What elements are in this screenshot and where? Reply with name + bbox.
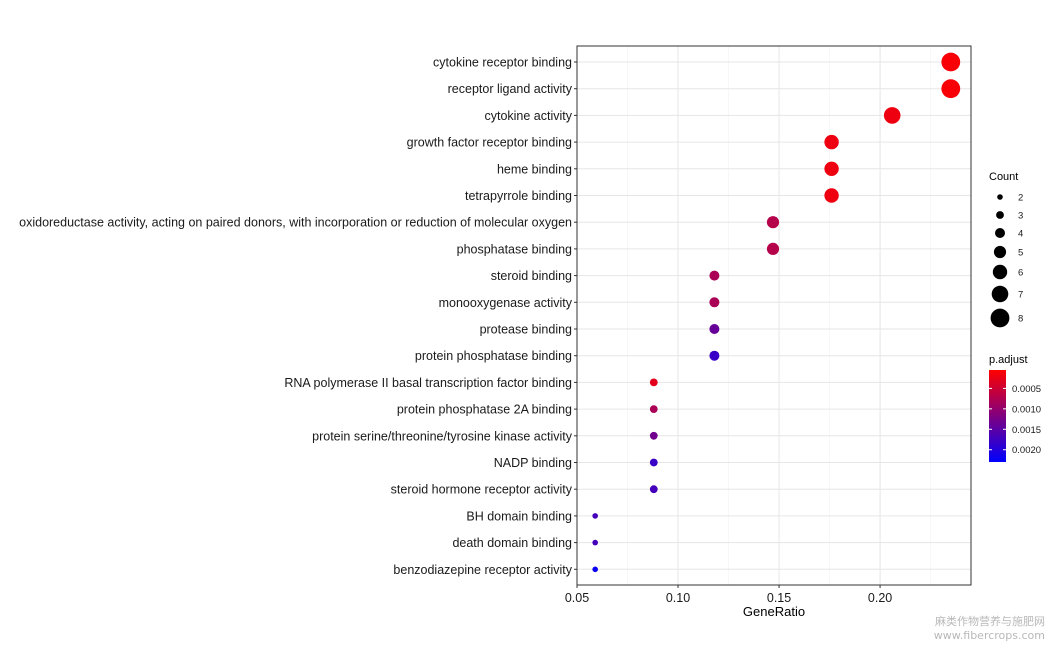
data-point	[883, 107, 901, 124]
legend-count-label: 3	[1018, 211, 1023, 222]
points-layer	[592, 52, 961, 573]
y-tick-label: RNA polymerase II basal transcription fa…	[284, 376, 572, 390]
data-point	[709, 324, 720, 334]
legend-count-label: 7	[1018, 290, 1023, 301]
y-axis-labels: cytokine receptor binding receptor ligand…	[19, 56, 577, 577]
legend-count-dot	[995, 228, 1005, 238]
legend-padjust-label: 0.0005	[1012, 384, 1041, 395]
data-point	[824, 188, 839, 203]
legend-count-dot	[992, 264, 1008, 280]
y-tick-label: oxidoreductase activity, acting on paire…	[19, 216, 572, 230]
y-tick-label: receptor ligand activity	[448, 82, 573, 96]
legend-count-label: 8	[1018, 314, 1023, 325]
watermark: 麻类作物营养与施肥网 www.fibercrops.com	[934, 615, 1045, 643]
y-tick-label: protein phosphatase binding	[415, 349, 572, 363]
y-tick-label: cytokine receptor binding	[433, 56, 572, 70]
legend-padjust-label: 0.0015	[1012, 425, 1041, 436]
y-tick-label: tetrapyrrole binding	[465, 189, 572, 203]
data-point	[709, 297, 720, 308]
legend-count-label: 5	[1018, 248, 1023, 259]
legend-count-dot	[990, 308, 1010, 328]
y-tick-label: protein phosphatase 2A binding	[397, 403, 572, 417]
legend-padjust: p.adjust 0.0005 0.0010 0.0015 0.0020	[989, 354, 1041, 462]
data-point	[592, 539, 598, 546]
watermark-url: www.fibercrops.com	[933, 629, 1045, 642]
legend-count-dot	[991, 285, 1009, 303]
data-point	[649, 458, 658, 467]
y-tick-label: growth factor receptor binding	[407, 136, 572, 150]
y-tick-label: protein serine/threonine/tyrosine kinase…	[312, 429, 573, 443]
legend-padjust-label: 0.0010	[1012, 404, 1041, 415]
y-tick-label: steroid hormone receptor activity	[391, 483, 573, 497]
legend-padjust-label: 0.0020	[1012, 445, 1041, 456]
data-point	[649, 431, 658, 440]
data-point	[766, 216, 780, 229]
legend-count-title: Count	[989, 171, 1018, 183]
legend-colorbar	[989, 370, 1006, 462]
x-tick-label: 0.15	[767, 591, 791, 605]
y-tick-label: phosphatase binding	[457, 242, 572, 256]
data-point	[649, 485, 658, 494]
y-tick-label: monooxygenase activity	[439, 296, 573, 310]
data-point	[941, 79, 961, 99]
y-tick-label: BH domain binding	[466, 509, 572, 523]
legend-padjust-title: p.adjust	[989, 354, 1028, 366]
legend-count-label: 2	[1018, 193, 1023, 204]
data-point	[766, 242, 780, 255]
legend-count-label: 4	[1018, 229, 1023, 240]
legend-count-dot	[993, 245, 1007, 259]
legend-count-label: 6	[1018, 268, 1023, 279]
data-point	[649, 378, 658, 387]
legend-count-dot	[997, 194, 1003, 200]
y-tick-label: death domain binding	[452, 536, 572, 550]
y-tick-label: cytokine activity	[484, 109, 572, 123]
y-tick-label: steroid binding	[491, 269, 572, 283]
x-tick-label: 0.20	[868, 591, 892, 605]
x-axis: 0.05 0.10 0.15 0.20	[565, 585, 892, 605]
y-tick-label: protease binding	[480, 323, 572, 337]
x-tick-label: 0.10	[666, 591, 690, 605]
data-point	[824, 161, 839, 176]
x-axis-title: GeneRatio	[743, 604, 805, 619]
data-point	[709, 270, 720, 281]
legend-count: Count 2 3 4 5 6 7 8	[989, 171, 1023, 328]
legend-count-dot	[996, 211, 1004, 219]
data-point	[592, 566, 598, 573]
watermark-title: 麻类作物营养与施肥网	[935, 615, 1045, 628]
y-tick-label: heme binding	[497, 162, 572, 176]
data-point	[649, 405, 658, 413]
data-point	[592, 513, 598, 519]
x-tick-label: 0.05	[565, 591, 589, 605]
grid-layer	[576, 46, 971, 585]
data-point	[824, 134, 839, 150]
data-point	[709, 350, 720, 361]
y-tick-label: NADP binding	[494, 456, 572, 470]
data-point	[941, 52, 961, 72]
y-tick-label: benzodiazepine receptor activity	[393, 563, 572, 577]
plot-panel	[576, 45, 972, 586]
